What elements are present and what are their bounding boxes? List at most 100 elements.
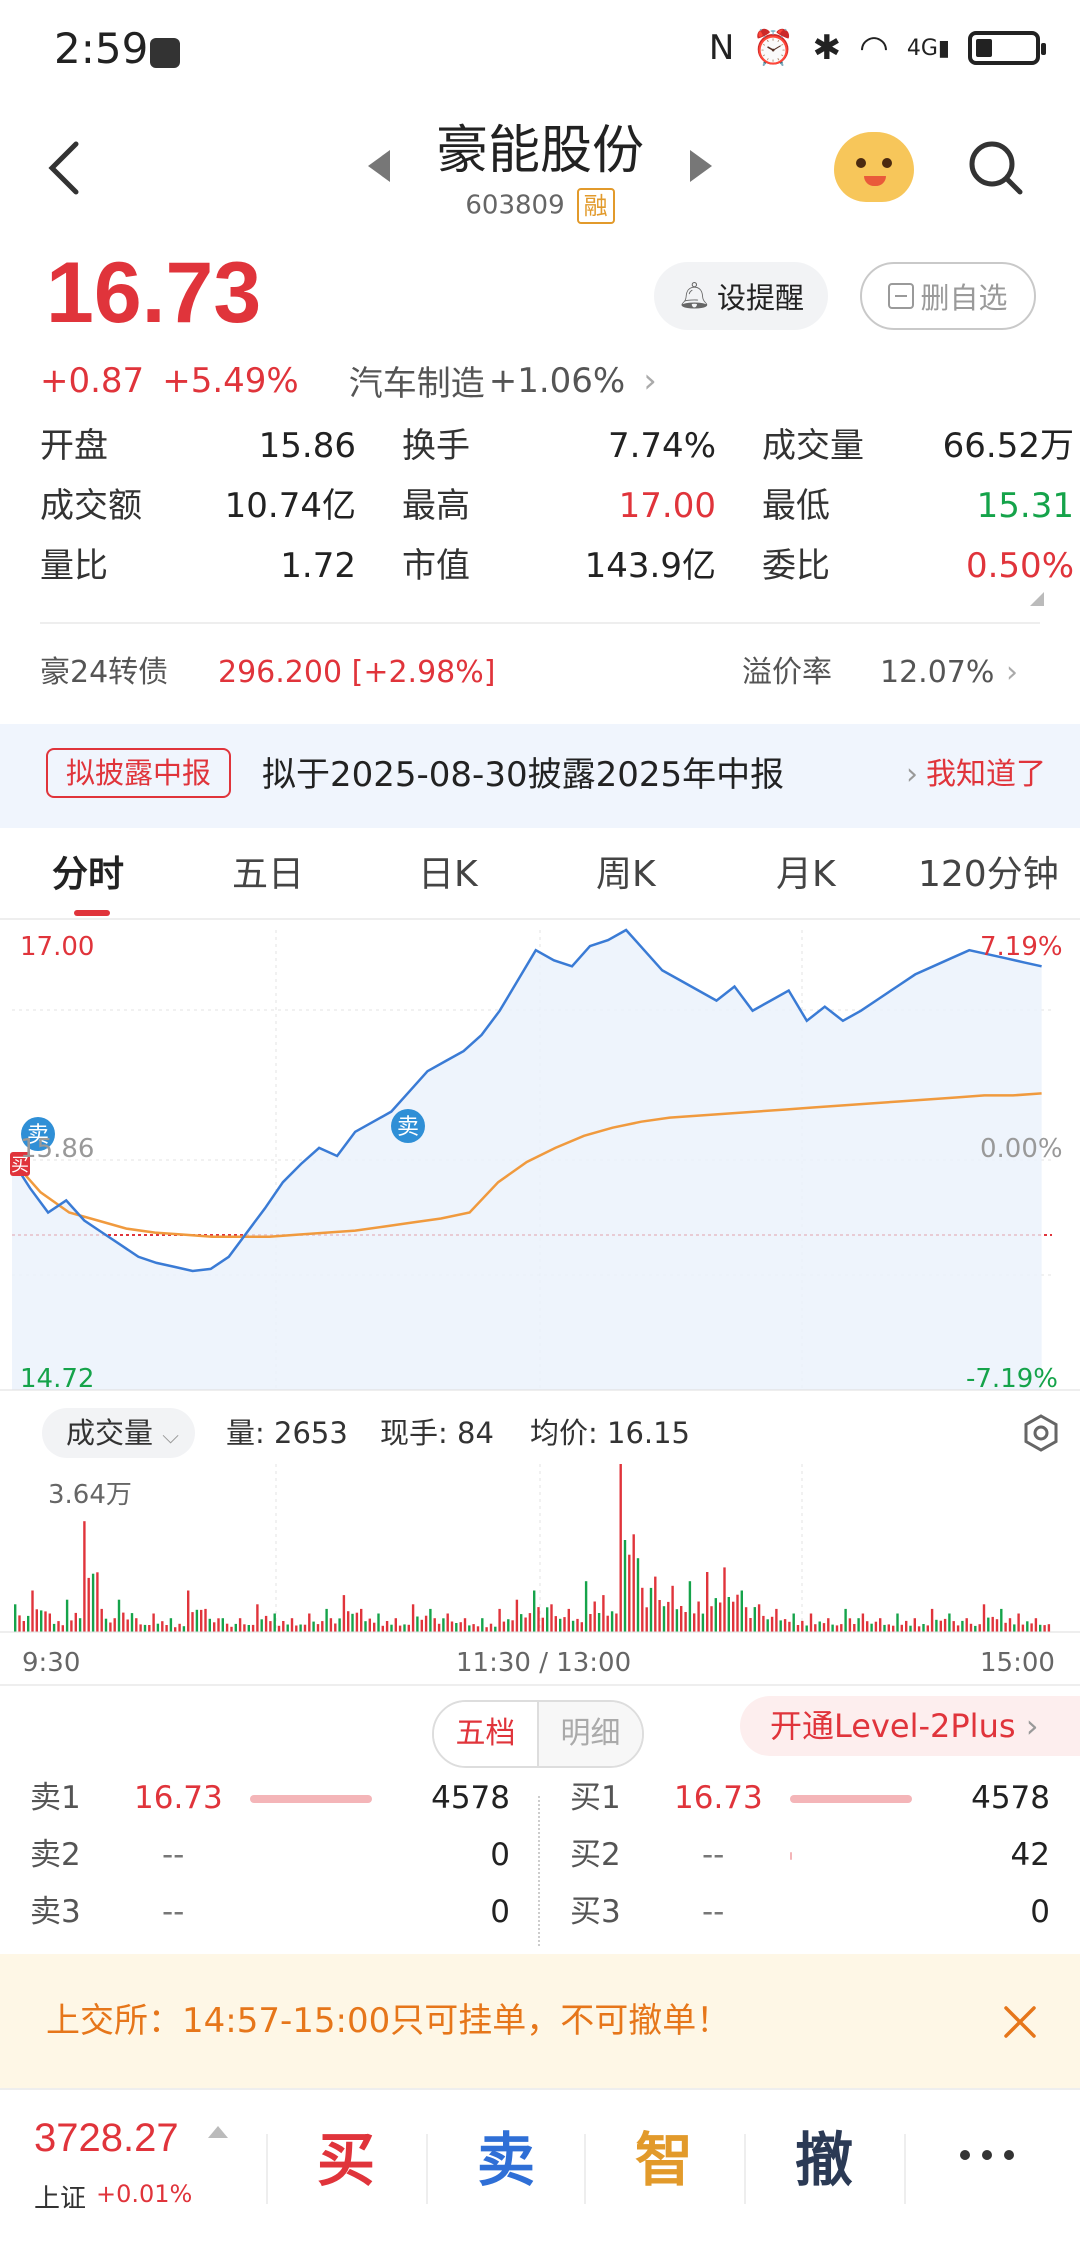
bell-icon: 🔔︎ xyxy=(677,281,711,311)
bid-row[interactable]: 买3 -- 0 xyxy=(570,1884,1050,1940)
order-volume: 0 xyxy=(1030,1894,1050,1930)
order-volume: 4578 xyxy=(431,1780,510,1816)
divider xyxy=(426,2134,428,2204)
volume-bar xyxy=(749,1618,752,1632)
remove-watchlist-button[interactable]: 删自选 xyxy=(860,262,1036,330)
volume-bar xyxy=(922,1624,925,1632)
volume-bar xyxy=(770,1616,774,1632)
ask-row[interactable]: 卖3 -- 0 xyxy=(30,1884,510,1940)
volume-bar xyxy=(321,1621,324,1632)
volume-bar xyxy=(628,1554,631,1632)
volume-bar xyxy=(221,1618,224,1632)
order-price: -- xyxy=(702,1837,725,1873)
volume-bar xyxy=(130,1613,134,1632)
volume-bar xyxy=(796,1625,800,1632)
volume-bar xyxy=(719,1602,722,1632)
close-icon[interactable] xyxy=(1000,2002,1040,2042)
volume-bar xyxy=(550,1604,553,1632)
tab-120min[interactable]: 120分钟 xyxy=(918,854,1059,895)
convertible-bond-row[interactable]: 豪24转债 296.200 [+2.98%] 溢价率 12.07% › xyxy=(40,646,1040,700)
volume-bar xyxy=(385,1621,389,1632)
sell-button[interactable]: 卖 xyxy=(476,2126,535,2194)
volume-bar xyxy=(982,1604,986,1632)
ask-row[interactable]: 卖1 16.73 4578 xyxy=(30,1770,510,1826)
volume-bar xyxy=(398,1625,402,1632)
tab-five-day[interactable]: 五日 xyxy=(232,854,305,895)
mascot-eye-left xyxy=(856,158,866,168)
volume-max-label: 3.64万 xyxy=(48,1480,132,1510)
back-icon[interactable] xyxy=(40,138,90,198)
volume-bar xyxy=(779,1620,782,1632)
volume-bar xyxy=(1013,1624,1016,1632)
more-dot xyxy=(1004,2150,1014,2160)
volume-bar xyxy=(866,1621,869,1632)
price-line xyxy=(10,928,1042,1273)
stat-label: 换手 xyxy=(402,426,470,466)
chevron-right-icon[interactable]: › xyxy=(1006,655,1018,690)
search-icon[interactable] xyxy=(966,138,1026,198)
volume-chart-svg[interactable] xyxy=(0,1464,1080,1644)
notice-dismiss-button[interactable]: › 我知道了 xyxy=(906,748,1046,802)
buy-button[interactable]: 买 xyxy=(316,2126,375,2194)
ask-row[interactable]: 卖2 -- 0 xyxy=(30,1827,510,1883)
volume-bar xyxy=(757,1604,761,1632)
volume-bar xyxy=(139,1624,142,1632)
set-alert-button[interactable]: 🔔︎ 设提醒 xyxy=(654,262,828,330)
volume-bar xyxy=(671,1585,674,1632)
volume-chart[interactable]: 3.64万 xyxy=(0,1464,1080,1644)
chevron-up-icon[interactable] xyxy=(208,2126,228,2138)
chevron-right-icon[interactable]: › xyxy=(643,360,657,401)
tab-five-level[interactable]: 五档 xyxy=(434,1702,539,1766)
volume-bar xyxy=(446,1613,449,1632)
tab-weekly-k[interactable]: 周K xyxy=(596,854,656,895)
bid-row[interactable]: 买2 -- 42 xyxy=(570,1827,1050,1883)
prev-stock-icon[interactable] xyxy=(368,150,390,182)
index-value[interactable]: 3728.27 xyxy=(34,2116,179,2160)
volume-bar xyxy=(987,1617,990,1632)
volume-bar xyxy=(930,1608,934,1632)
order-volume: 0 xyxy=(490,1894,510,1930)
price-area-fill xyxy=(12,930,1042,1390)
tab-detail[interactable]: 明细 xyxy=(539,1702,642,1766)
more-icon[interactable] xyxy=(960,2150,1014,2160)
volume-bar xyxy=(450,1621,454,1632)
expand-stats-icon[interactable] xyxy=(1030,592,1044,606)
volume-bar xyxy=(706,1572,709,1632)
tab-daily-k[interactable]: 日K xyxy=(418,854,478,895)
settings-icon[interactable] xyxy=(1022,1414,1060,1452)
volume-bar xyxy=(316,1624,320,1632)
volume-bar xyxy=(485,1627,488,1632)
stat-label: 成交量 xyxy=(762,426,864,466)
indicator-select[interactable]: 成交量 ⌵ xyxy=(42,1408,195,1458)
cancel-order-button[interactable]: 撤 xyxy=(794,2126,853,2194)
volume-bar xyxy=(965,1618,968,1632)
volume-bar xyxy=(308,1613,311,1632)
bid-row[interactable]: 买1 16.73 4578 xyxy=(570,1770,1050,1826)
volume-bar xyxy=(152,1613,155,1632)
chart-mid-pct: 0.00% xyxy=(980,1134,1063,1164)
volume-bar xyxy=(623,1540,627,1632)
volume-bar xyxy=(18,1615,21,1632)
tab-intraday[interactable]: 分时 xyxy=(52,854,125,895)
tab-monthly-k[interactable]: 月K xyxy=(776,854,836,895)
intraday-chart[interactable]: 卖 卖买 17.00 15.86 14.72 7.19% 0.00% -7.19% xyxy=(0,920,1080,1400)
price-chart-svg[interactable]: 卖 卖买 xyxy=(0,920,1080,1400)
volume-bar xyxy=(161,1621,164,1632)
volume-bar xyxy=(693,1613,696,1632)
volume-bar xyxy=(174,1627,177,1632)
level2-upgrade-button[interactable]: 开通Level-2Plus › xyxy=(740,1696,1080,1756)
order-level-label: 卖1 xyxy=(30,1780,81,1816)
time-start: 9:30 xyxy=(22,1648,81,1678)
next-stock-icon[interactable] xyxy=(690,150,712,182)
time-end: 15:00 xyxy=(980,1648,1055,1678)
volume-bar xyxy=(78,1618,82,1632)
volume-bar xyxy=(424,1615,428,1632)
volume-bar xyxy=(792,1613,795,1632)
volume-bar xyxy=(805,1625,808,1632)
volume-bar xyxy=(602,1595,605,1632)
industry-link[interactable]: 汽车制造 xyxy=(348,364,485,404)
mascot-icon[interactable] xyxy=(834,132,914,202)
stock-code-row: 603809 融 xyxy=(0,188,1080,224)
smart-button[interactable]: 智 xyxy=(634,2126,693,2194)
order-volume-bar xyxy=(790,1852,792,1860)
